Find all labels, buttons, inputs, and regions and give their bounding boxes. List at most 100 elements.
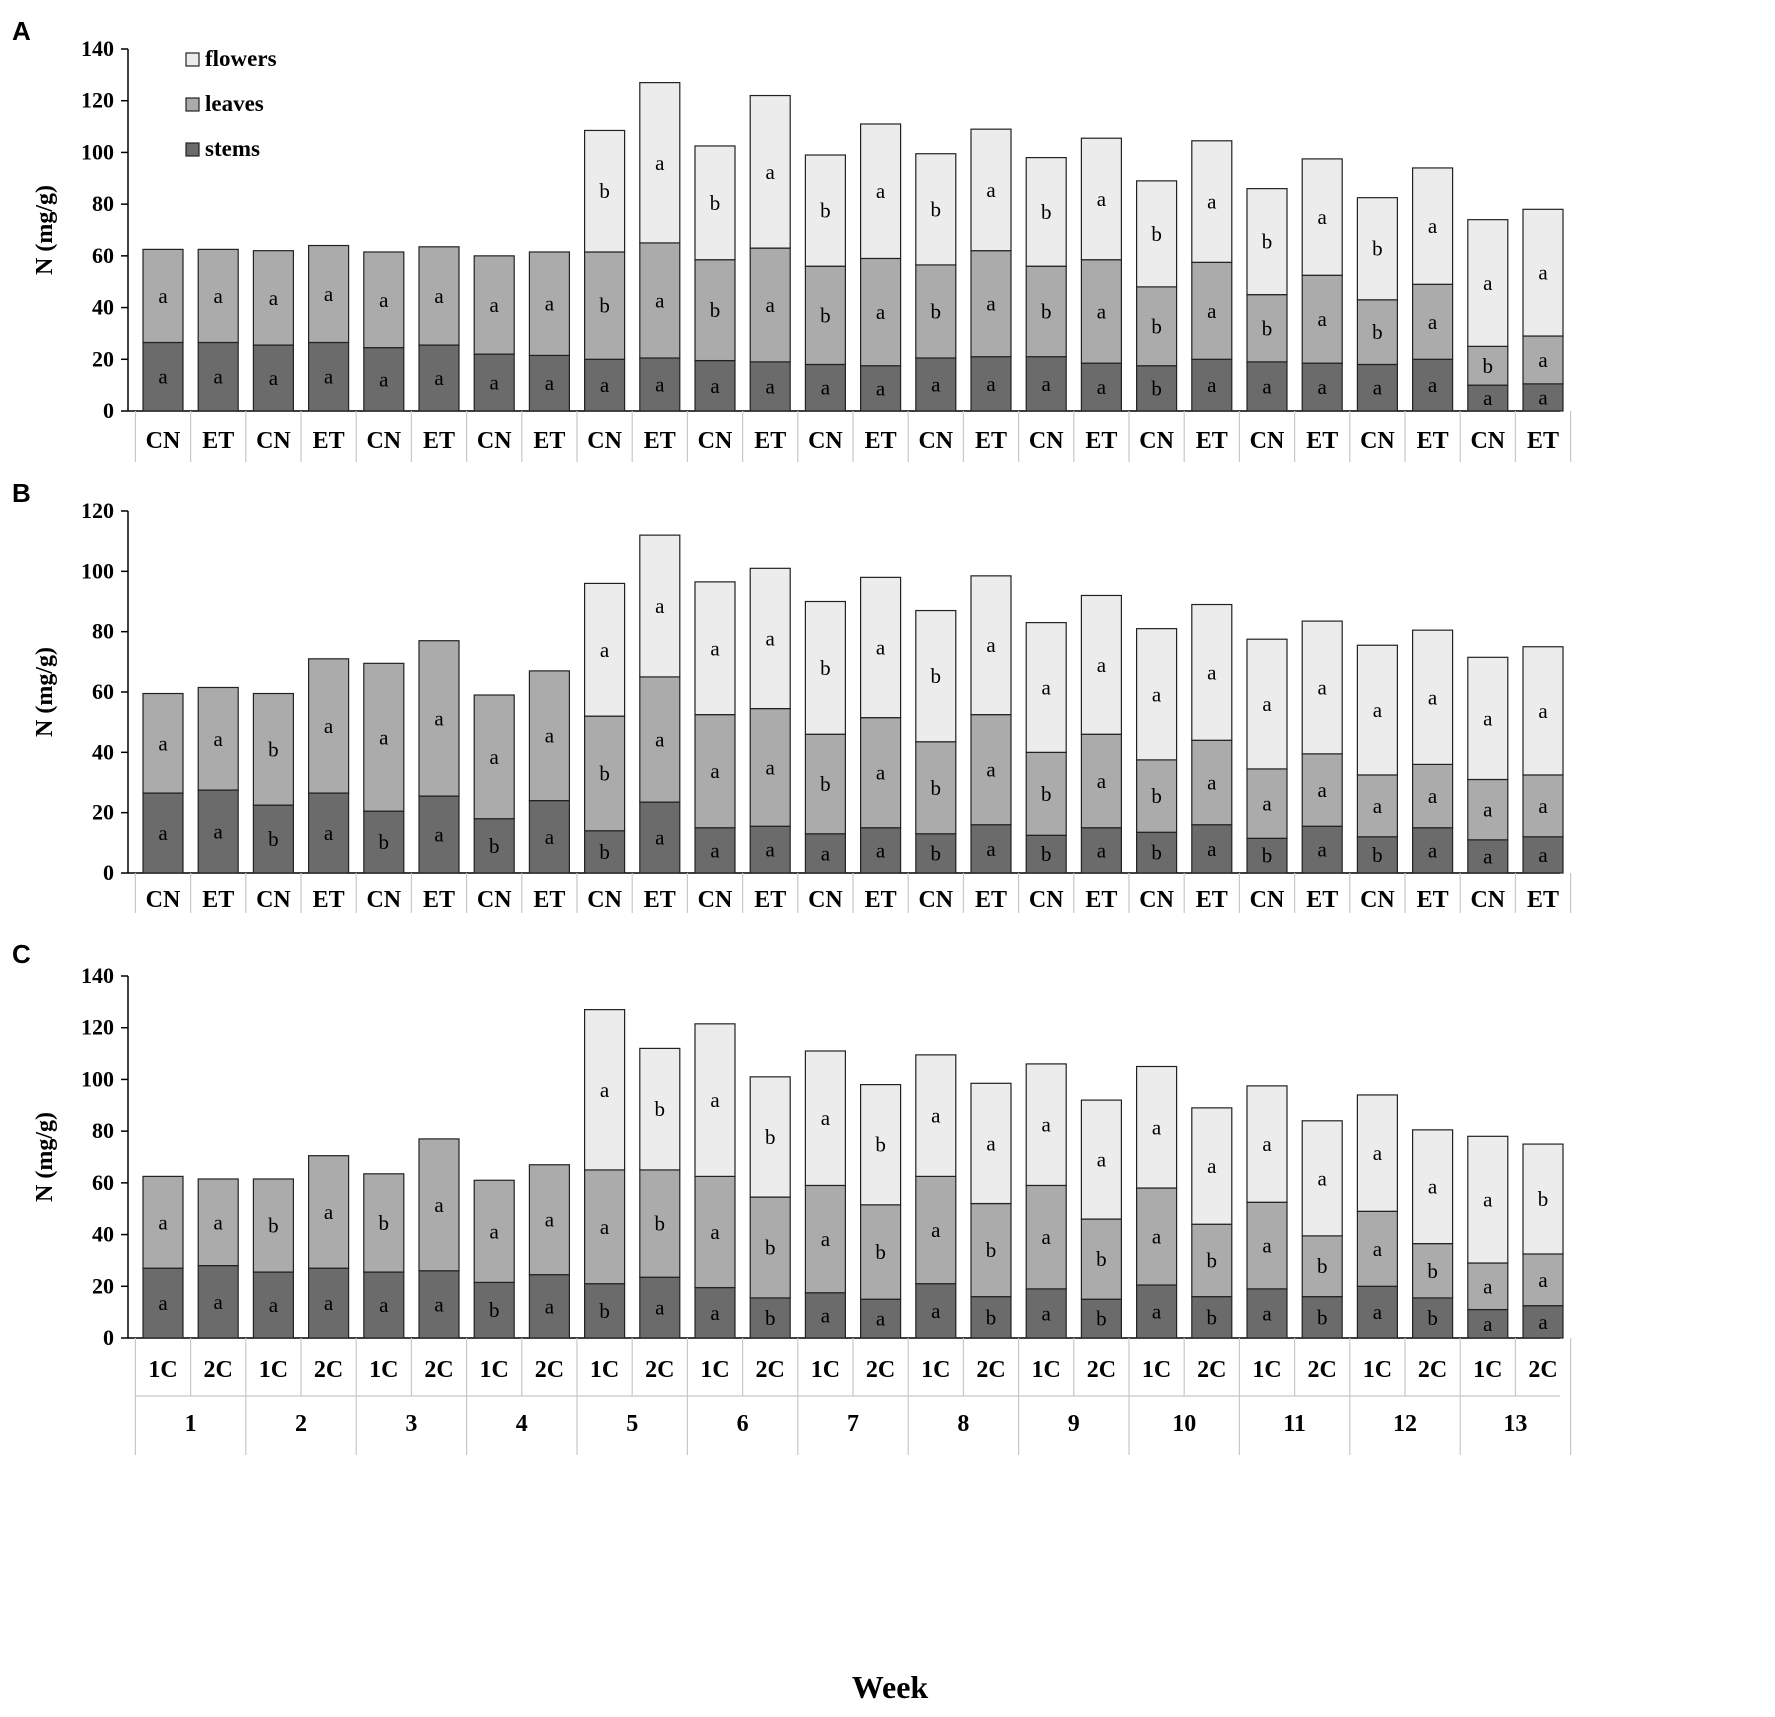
category-label: ET <box>865 887 897 913</box>
significance-label: b <box>1151 376 1162 400</box>
category-label: ET <box>754 428 786 454</box>
category-label: CN <box>808 428 843 454</box>
significance-label: a <box>1483 271 1493 295</box>
bar-stems <box>1025 834 1067 874</box>
bar-leaves <box>1356 299 1399 366</box>
bar-stems <box>1135 1284 1178 1339</box>
significance-label: a <box>1538 385 1548 409</box>
bar-leaves <box>252 1178 294 1273</box>
significance-label: b <box>1372 237 1383 261</box>
category-label: CN <box>1360 887 1395 913</box>
bar-leaves <box>1080 259 1123 364</box>
week-label: 10 <box>1172 1411 1196 1437</box>
y-tick-label: 80 <box>92 191 114 216</box>
significance-label: a <box>434 706 444 730</box>
significance-label: b <box>1096 1307 1107 1331</box>
category-label: 1C <box>1142 1357 1171 1383</box>
significance-label: a <box>490 293 500 317</box>
category-label: ET <box>1306 428 1338 454</box>
significance-label: a <box>1483 1274 1493 1298</box>
significance-label: a <box>931 1299 941 1323</box>
bar-leaves <box>694 1175 736 1289</box>
significance-label: a <box>1538 1310 1548 1334</box>
significance-label: b <box>1207 1305 1218 1329</box>
bar-stems <box>804 363 847 412</box>
category-label: ET <box>1085 428 1117 454</box>
significance-label: a <box>876 376 886 400</box>
bar-leaves <box>1411 283 1454 360</box>
bar-flowers <box>1025 157 1067 267</box>
significance-label: a <box>1262 692 1272 716</box>
significance-label: a <box>986 1131 996 1155</box>
significance-label: a <box>1483 706 1493 730</box>
bar-leaves <box>1356 774 1399 838</box>
bar-leaves <box>859 257 902 367</box>
category-label: CN <box>1470 887 1505 913</box>
category-label: ET <box>533 887 565 913</box>
category-label: CN <box>1139 428 1174 454</box>
category-label: CN <box>146 887 181 913</box>
significance-label: a <box>821 376 831 400</box>
significance-label: a <box>1042 1113 1052 1137</box>
bar-flowers <box>915 1054 957 1177</box>
category-label: 1C <box>811 1357 840 1383</box>
bar-flowers <box>1356 197 1399 301</box>
significance-label: a <box>766 160 776 184</box>
category-label: 1C <box>1252 1357 1281 1383</box>
bar-leaves <box>1025 265 1067 358</box>
bar-flowers <box>970 1082 1012 1205</box>
bar-stems <box>1411 827 1454 874</box>
significance-label: a <box>490 371 500 395</box>
significance-label: b <box>1096 1247 1107 1271</box>
y-tick-label: 80 <box>92 619 114 644</box>
category-label: 2C <box>535 1357 564 1383</box>
significance-label: b <box>1262 316 1273 340</box>
category-label: ET <box>1196 428 1228 454</box>
bar-leaves <box>1301 1235 1343 1298</box>
bar-flowers <box>915 153 957 266</box>
significance-label: b <box>875 1240 886 1264</box>
significance-label: b <box>599 179 610 203</box>
significance-label: a <box>324 821 334 845</box>
significance-label: a <box>710 759 720 783</box>
category-label: ET <box>644 428 676 454</box>
bar-stems <box>859 827 902 874</box>
significance-label: a <box>1373 376 1383 400</box>
bar-stems <box>749 825 791 874</box>
significance-label: a <box>1428 784 1438 808</box>
significance-label: a <box>269 286 279 310</box>
bar-flowers <box>1246 1085 1288 1203</box>
bar-flowers <box>749 1076 791 1198</box>
bar-flowers <box>694 1023 736 1177</box>
significance-label: a <box>1207 190 1217 214</box>
significance-label: a <box>1318 375 1328 399</box>
week-label: 6 <box>737 1411 749 1437</box>
category-label: CN <box>1360 428 1395 454</box>
significance-label: b <box>1151 784 1162 808</box>
y-tick-label: 140 <box>81 36 114 61</box>
significance-label: b <box>268 737 279 761</box>
significance-label: a <box>545 1294 555 1318</box>
bar-leaves <box>142 1175 184 1269</box>
significance-label: a <box>1042 372 1052 396</box>
panel-letter: B <box>12 478 31 508</box>
bar-flowers <box>804 154 847 267</box>
significance-label: b <box>655 1097 666 1121</box>
significance-label: b <box>655 1212 666 1236</box>
bar-leaves <box>418 246 460 346</box>
significance-label: a <box>1538 1268 1548 1292</box>
significance-label: b <box>931 197 942 221</box>
bar-stems <box>1467 1308 1509 1339</box>
y-tick-label: 120 <box>81 498 114 523</box>
category-label: CN <box>366 887 401 913</box>
bar-leaves <box>528 670 571 802</box>
bar-flowers <box>915 609 957 743</box>
category-label: CN <box>587 428 622 454</box>
y-tick-label: 20 <box>92 1273 114 1298</box>
category-label: 1C <box>369 1357 398 1383</box>
bar-stems <box>197 789 239 874</box>
bar-flowers <box>1467 1135 1509 1264</box>
significance-label: b <box>1151 841 1162 865</box>
week-label: 4 <box>516 1411 528 1437</box>
